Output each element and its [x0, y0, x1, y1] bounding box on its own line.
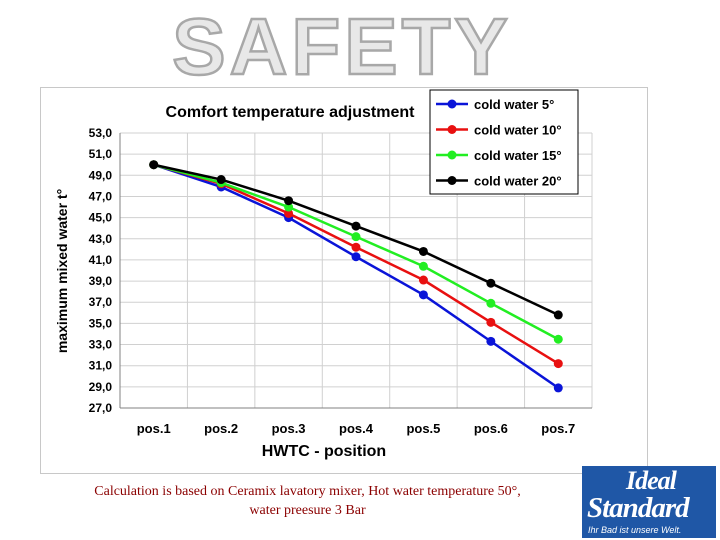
data-point — [351, 232, 361, 242]
logo-line-1: Ideal — [626, 466, 677, 495]
y-axis-label: maximum mixed water t° — [54, 189, 70, 353]
caption-line-1: Calculation is based on Ceramix lavatory… — [94, 484, 521, 499]
data-point — [284, 208, 294, 218]
y-tick-label: 45,0 — [89, 211, 113, 225]
x-tick-label: pos.5 — [406, 421, 440, 436]
x-tick-label: pos.2 — [204, 421, 238, 436]
caption: Calculation is based on Ceramix lavatory… — [30, 482, 585, 520]
legend-entry: cold water 20° — [474, 174, 562, 189]
legend-swatch-marker — [447, 150, 457, 160]
comfort-temperature-chart: 27,0 29,0 31,0 33,0 35,0 37,0 39,0 41,0 43,0 45,0… — [54, 89, 593, 460]
data-point — [284, 202, 294, 212]
legend-entry: cold water 15° — [474, 148, 562, 163]
legend-swatch-marker — [447, 176, 457, 185]
data-point — [351, 242, 361, 252]
y-tick-label: 43,0 — [89, 232, 113, 246]
x-tick-label: pos.4 — [339, 421, 374, 436]
y-tick-label: 39,0 — [89, 274, 113, 288]
x-tick-label: pos.1 — [137, 421, 171, 436]
data-point — [486, 278, 496, 288]
x-tick-label: pos.7 — [541, 421, 575, 436]
slide-title-text: SAFETY — [172, 4, 512, 80]
logo-line-2: Standard — [587, 492, 690, 524]
data-point — [351, 252, 361, 262]
data-point — [553, 310, 563, 320]
data-point — [553, 359, 563, 369]
data-point — [486, 298, 496, 308]
data-point — [418, 246, 428, 256]
data-point — [284, 196, 294, 206]
logo-tagline: Ihr Bad ist unsere Welt. — [588, 525, 682, 535]
legend-entry: cold water 5° — [474, 97, 554, 112]
x-axis-label: HWTC - position — [262, 443, 386, 460]
ideal-standard-logo: Ideal Standard Ihr Bad ist unsere Welt. — [582, 466, 716, 538]
legend-swatch-marker — [447, 125, 457, 134]
y-tick-label: 27,0 — [89, 401, 113, 415]
legend-swatch-marker — [447, 99, 457, 109]
data-point — [149, 160, 159, 170]
y-tick-label: 29,0 — [89, 380, 113, 394]
y-tick-label: 49,0 — [89, 168, 113, 182]
data-point — [418, 290, 428, 300]
x-tick-label: pos.3 — [272, 421, 306, 436]
chart-title: Comfort temperature adjustment — [166, 104, 416, 121]
data-point — [553, 383, 563, 393]
data-point — [216, 175, 226, 185]
y-tick-label: 35,0 — [89, 316, 113, 330]
y-tick-label: 47,0 — [89, 189, 113, 203]
y-tick-label: 31,0 — [89, 359, 113, 373]
data-point — [553, 334, 563, 344]
legend-entry: cold water 10° — [474, 123, 562, 138]
x-tick-label: pos.6 — [474, 421, 508, 436]
slide-title: SAFETY — [171, 4, 512, 80]
data-point — [418, 275, 428, 285]
y-tick-label: 51,0 — [89, 147, 113, 161]
caption-line-2: water preesure 3 Bar — [249, 503, 366, 518]
y-tick-label: 37,0 — [89, 295, 113, 309]
y-tick-label: 41,0 — [89, 253, 113, 267]
y-tick-label: 33,0 — [89, 338, 113, 352]
data-point — [351, 221, 361, 231]
data-point — [486, 317, 496, 327]
chart-frame — [40, 87, 648, 474]
y-tick-label: 53,0 — [89, 126, 113, 140]
data-point — [418, 261, 428, 271]
data-point — [486, 336, 496, 346]
